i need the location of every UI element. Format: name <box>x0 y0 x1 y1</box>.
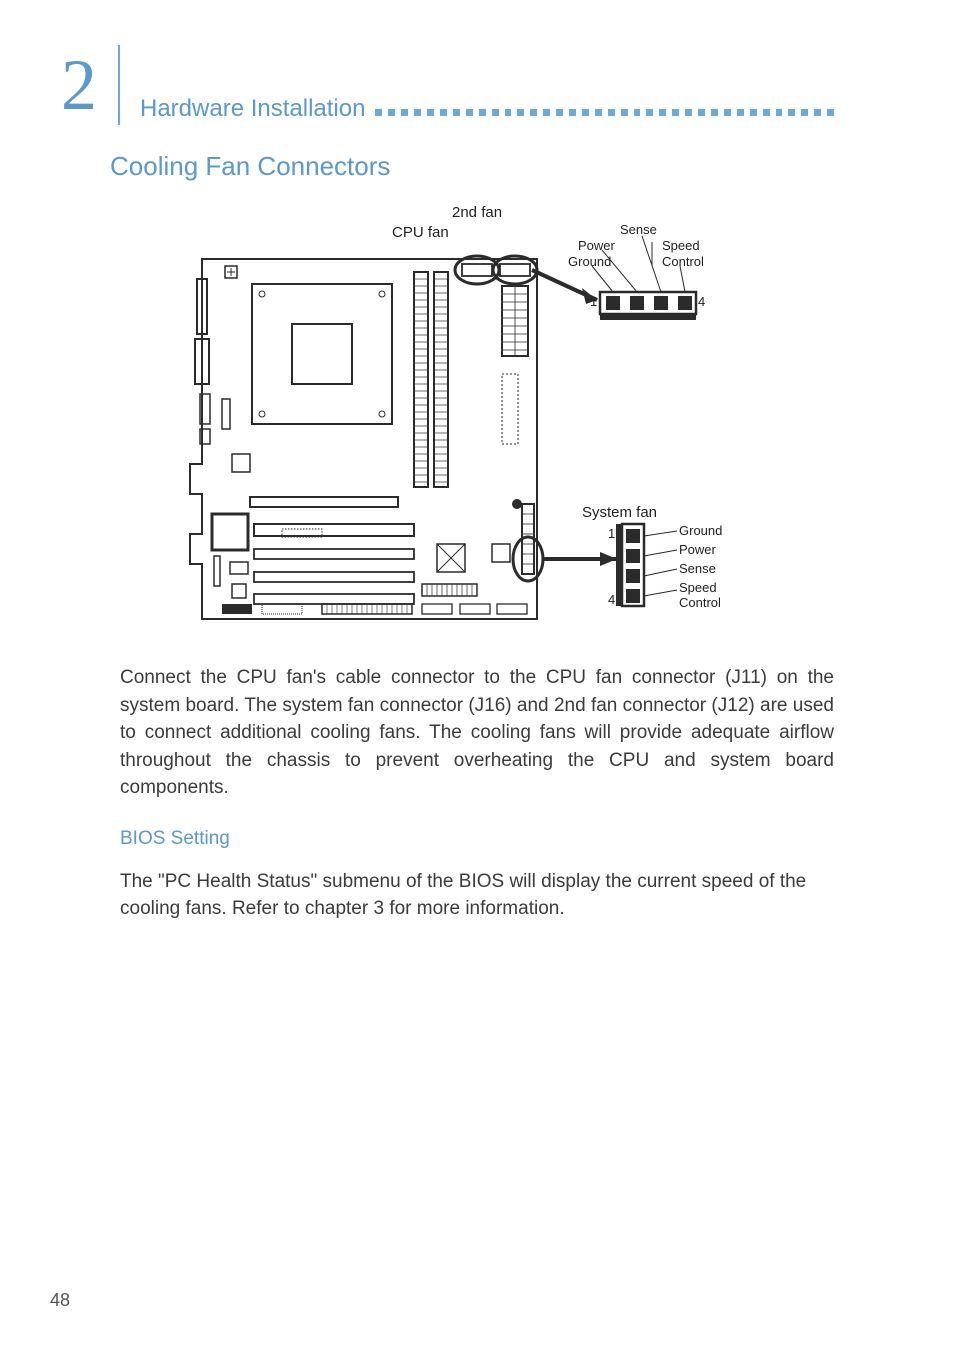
label-power-side: Power <box>679 542 716 557</box>
header-dots <box>375 109 834 117</box>
label-control-side: Control <box>679 595 721 610</box>
label-control-top: Control <box>662 254 704 269</box>
label-2nd-fan: 2nd fan <box>452 204 502 221</box>
bios-paragraph: The "PC Health Status" submenu of the BI… <box>120 868 834 923</box>
label-pin4-side: 4 <box>608 592 615 607</box>
label-speed-top: Speed <box>662 238 700 253</box>
label-pin4-top: 4 <box>698 294 705 309</box>
page-number: 48 <box>50 1290 70 1311</box>
label-speed-side: Speed <box>679 580 717 595</box>
label-pin1-side: 1 <box>608 526 615 541</box>
board-outline <box>190 259 537 619</box>
header-title: Hardware Installation <box>140 95 365 123</box>
chapter-badge: 2 <box>40 45 120 125</box>
label-ground-top: Ground <box>568 254 611 269</box>
label-sense-side: Sense <box>679 561 716 576</box>
bios-heading: BIOS Setting <box>120 828 834 850</box>
label-cpu-fan: CPU fan <box>392 224 449 241</box>
label-power-top: Power <box>578 238 615 253</box>
motherboard-diagram: 2nd fan CPU fan Sense Power Ground Speed… <box>182 204 772 634</box>
label-sense-top: Sense <box>620 222 657 237</box>
label-ground-side: Ground <box>679 523 722 538</box>
side-connector <box>616 524 677 606</box>
main-paragraph: Connect the CPU fan's cable connector to… <box>120 664 834 802</box>
label-system-fan: System fan <box>582 504 657 521</box>
chapter-number: 2 <box>61 44 97 127</box>
header-row: Hardware Installation <box>140 95 834 123</box>
section-title: Cooling Fan Connectors <box>110 151 834 182</box>
label-pin1-top: 1 <box>590 294 597 309</box>
